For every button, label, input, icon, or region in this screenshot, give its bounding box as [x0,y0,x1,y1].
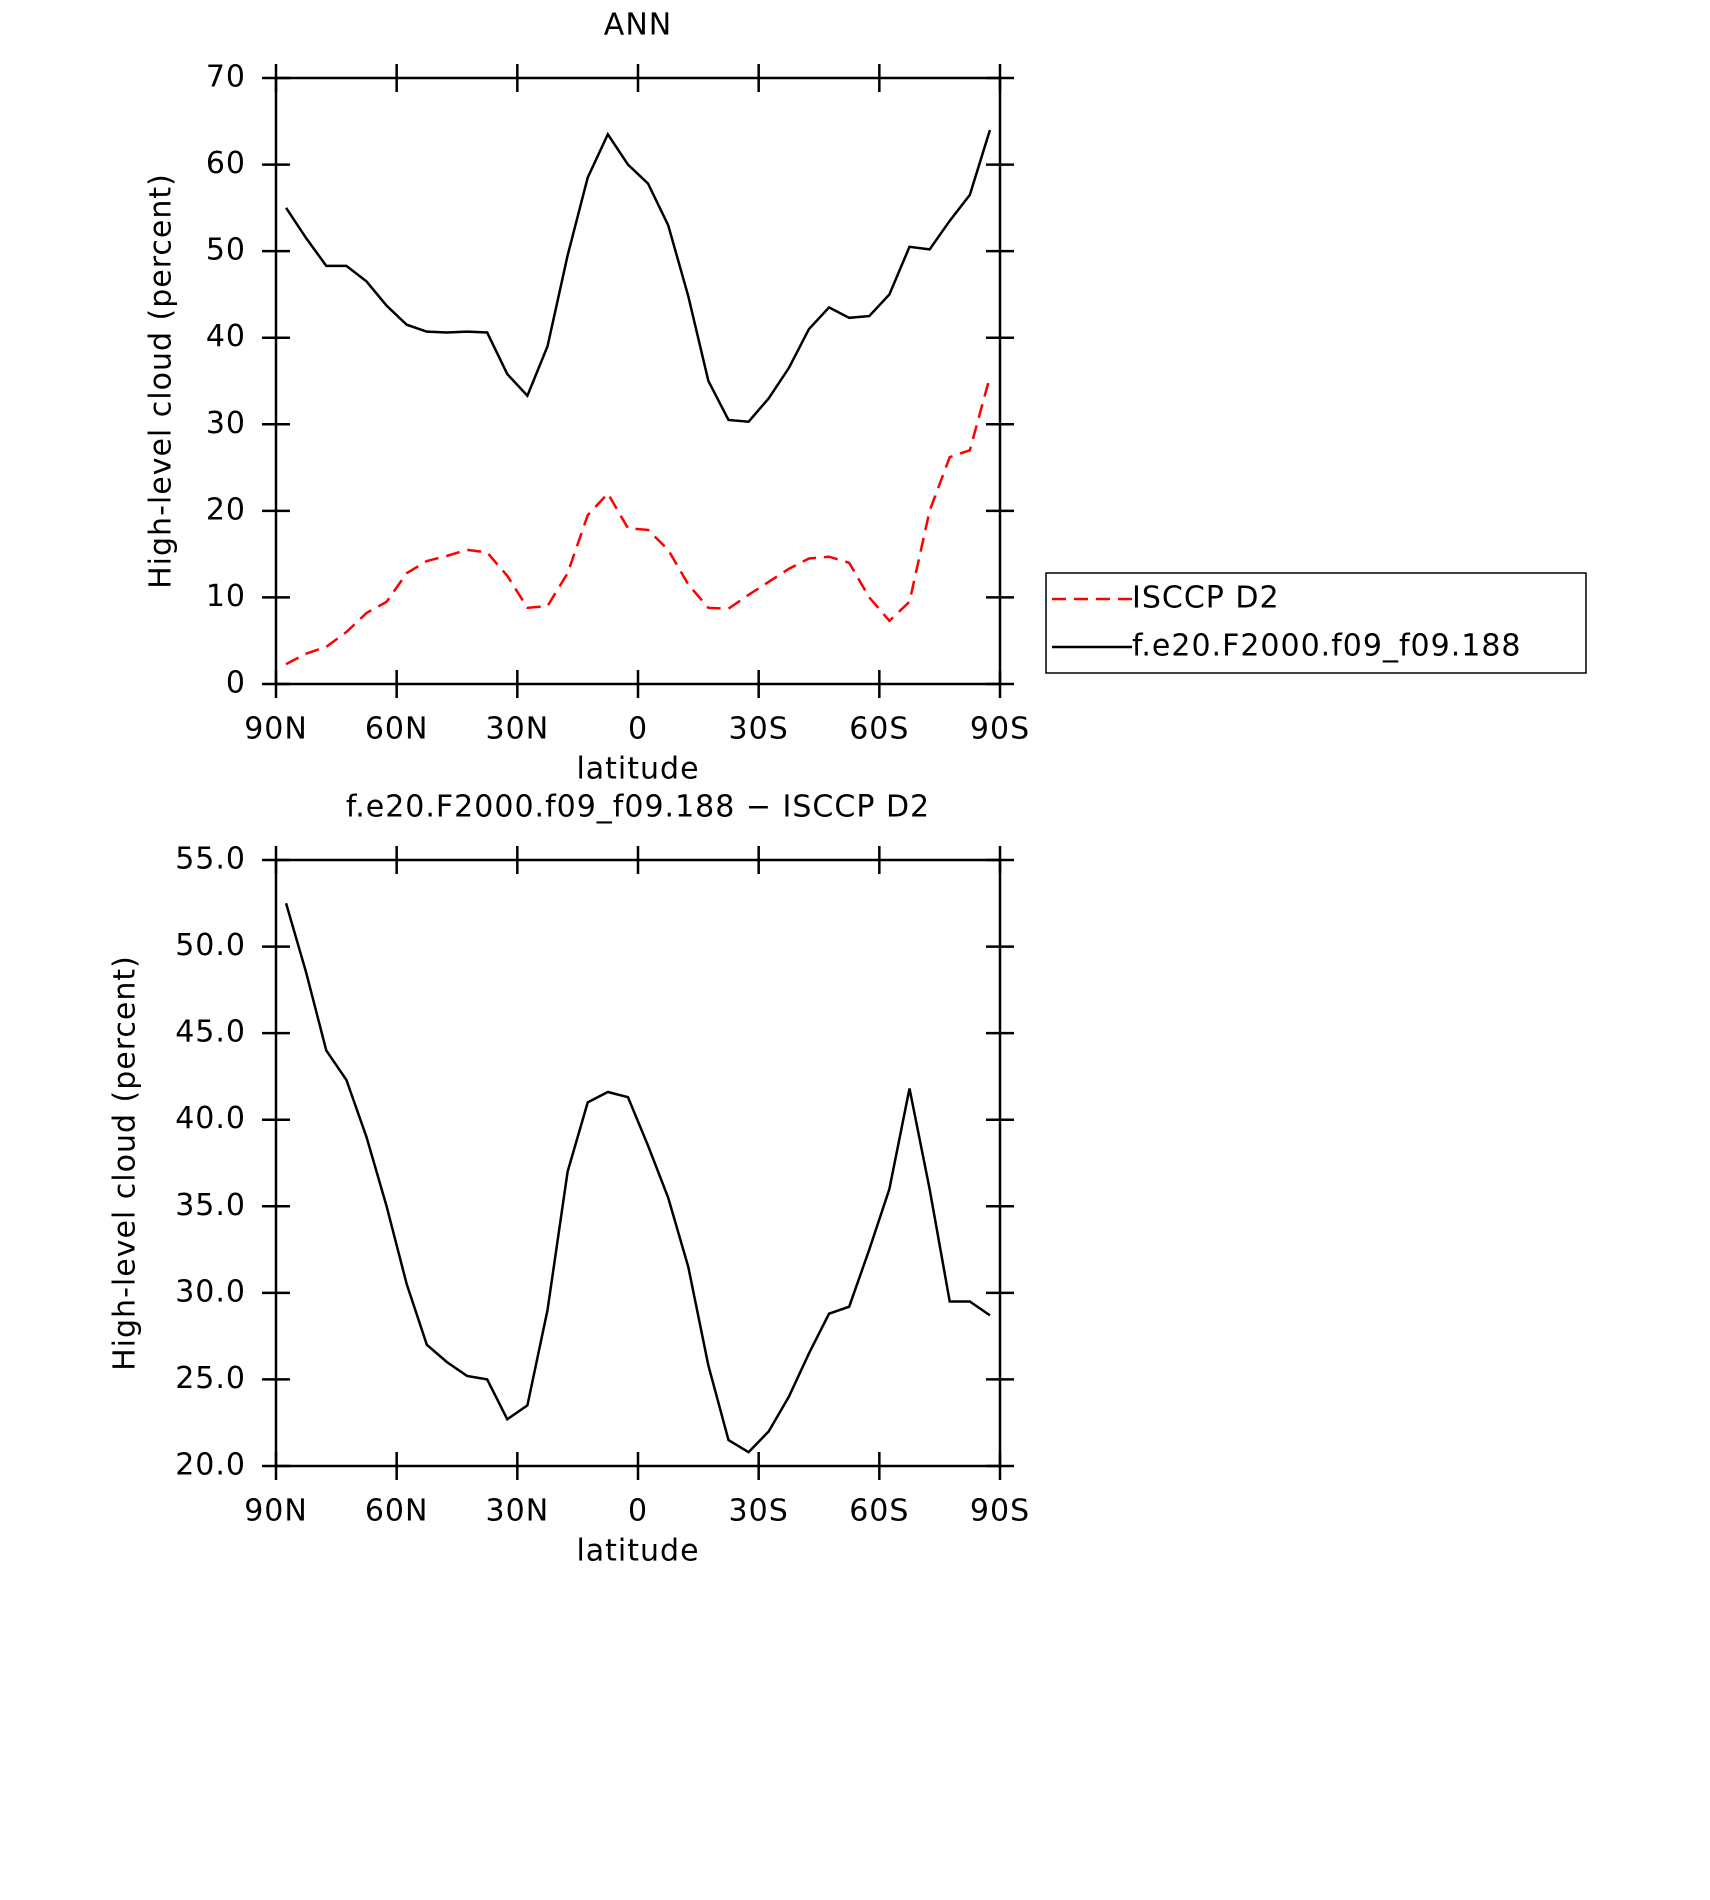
x-tick-label: 60S [849,1494,909,1529]
legend-label: ISCCP D2 [1132,581,1280,616]
y-tick-label: 70 [206,60,246,95]
y-tick-label: 30 [206,406,246,441]
legend-box [1045,572,1587,674]
y-tick-label: 20.0 [175,1448,246,1483]
chart-title: ANN [604,8,672,43]
y-tick-label: 55.0 [175,842,246,877]
data-line [285,376,992,666]
x-tick-label: 90S [970,712,1030,747]
y-tick-label: 25.0 [175,1361,246,1396]
x-tick-label: 0 [628,712,648,747]
y-tick-label: 60 [206,146,246,181]
x-tick-label: 60S [849,712,909,747]
y-tick-label: 50.0 [175,928,246,963]
legend-label: f.e20.F2000.f09_f09.188 [1132,629,1522,664]
y-tick-label: 30.0 [175,1274,246,1309]
y-tick-label: 10 [206,579,246,614]
y-tick-label: 0 [226,666,246,701]
x-tick-label: 90N [244,712,308,747]
y-axis-label: High-level cloud (percent) [108,955,143,1371]
y-tick-label: 40 [206,319,246,354]
x-tick-label: 90S [970,1494,1030,1529]
y-tick-label: 20 [206,492,246,527]
y-tick-label: 50 [206,233,246,268]
x-tick-label: 60N [365,712,429,747]
data-line [284,902,991,1454]
plot-frame [274,76,1002,686]
y-tick-label: 40.0 [175,1101,246,1136]
y-tick-label: 35.0 [175,1188,246,1223]
x-tick-label: 0 [628,1494,648,1529]
x-tick-label: 90N [244,1494,308,1529]
data-line [285,129,992,423]
y-axis-label: High-level cloud (percent) [144,173,179,589]
x-axis-label: latitude [576,1534,699,1569]
x-tick-label: 30N [486,712,550,747]
x-axis-label: latitude [576,752,699,787]
chart-title: f.e20.F2000.f09_f09.188 − ISCCP D2 [346,790,930,825]
plot-frame [274,858,1002,1468]
y-tick-label: 45.0 [175,1015,246,1050]
x-tick-label: 30S [729,712,789,747]
x-tick-label: 30S [729,1494,789,1529]
x-tick-label: 60N [365,1494,429,1529]
x-tick-label: 30N [486,1494,550,1529]
